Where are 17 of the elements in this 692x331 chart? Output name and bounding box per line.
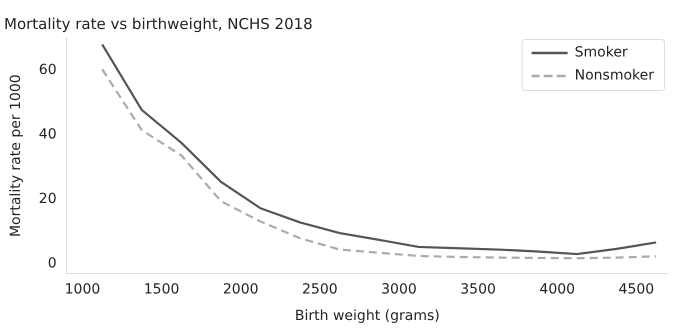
- x-tick-label: 4500: [618, 281, 654, 298]
- y-tick-label: 0: [48, 255, 57, 272]
- x-tick-label: 1000: [64, 281, 100, 298]
- x-axis-title: Birth weight (grams): [294, 308, 440, 324]
- x-tick-label: 3500: [460, 281, 496, 298]
- x-tick-label: 1500: [144, 281, 180, 298]
- x-tick-label: 2500: [302, 281, 338, 298]
- legend-label: Nonsmoker: [574, 68, 654, 84]
- y-axis-title: Mortality rate per 1000: [8, 74, 24, 238]
- x-tick-label: 2000: [222, 281, 259, 298]
- y-tick-label: 40: [38, 126, 57, 142]
- y-tick-label: 20: [38, 190, 57, 207]
- chart-title: Mortality rate vs birthweight, NCHS 2018: [4, 14, 313, 33]
- y-tick-label: 60: [38, 62, 57, 78]
- x-tick-label: 3000: [381, 281, 417, 298]
- legend-label: Smoker: [574, 44, 628, 61]
- x-tick-label: 4000: [539, 281, 576, 298]
